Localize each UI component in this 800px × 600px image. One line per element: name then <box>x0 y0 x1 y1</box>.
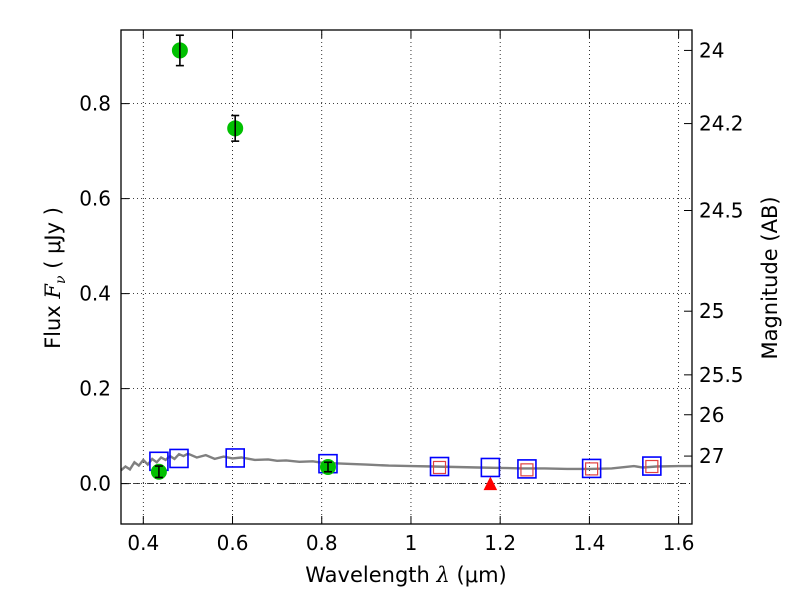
model-sed-curve <box>120 452 692 472</box>
sed-line <box>120 452 692 472</box>
x-axis-label: Wavelength λ (μm) <box>305 563 506 587</box>
x-tick-label: 1 <box>405 531 418 555</box>
model-square <box>429 456 450 477</box>
model-square <box>517 459 537 479</box>
upper-limit-triangle <box>483 476 498 491</box>
y2-tick-label: 26 <box>699 403 724 427</box>
y2-tick-label: 24.5 <box>699 199 744 223</box>
y2-tick-label: 24 <box>699 38 724 62</box>
x-tick-label: 1.6 <box>663 531 695 555</box>
right-axis-label: Magnitude (AB) <box>758 196 782 359</box>
y2-tick-label: 25 <box>699 299 724 323</box>
x-tick-label: 0.4 <box>127 531 159 555</box>
y2-tick-label: 24.2 <box>699 112 744 136</box>
data-markers <box>149 34 662 491</box>
grid <box>121 30 692 524</box>
model-square <box>169 448 189 469</box>
plot-frame <box>120 29 693 525</box>
model-square <box>642 456 662 476</box>
y-tick-label: 0.0 <box>79 472 111 496</box>
y-axis-label: Flux Fν ( μJy ) <box>41 207 69 349</box>
model-square <box>225 448 245 468</box>
x-tick-label: 1.4 <box>573 531 605 555</box>
y-tick-label: 0.2 <box>79 377 111 401</box>
y2-tick-label: 27 <box>699 444 724 468</box>
x-tick-label: 0.6 <box>217 531 249 555</box>
y2-tick-label: 25.5 <box>699 363 744 387</box>
model-square-inner <box>432 460 447 475</box>
y-tick-label: 0.4 <box>79 282 111 306</box>
y-tick-label: 0.6 <box>79 187 111 211</box>
y-tick-label: 0.8 <box>79 92 111 116</box>
axis-ticks: 0.4 0.6 0.8 1 1.2 1.4 1.6 0.0 0.2 0.4 0.6 0.8 24 24.2… <box>79 30 744 555</box>
model-square-inner <box>520 463 534 477</box>
model-square <box>581 458 602 479</box>
x-tick-label: 1.2 <box>484 531 516 555</box>
x-tick-label: 0.8 <box>306 531 338 555</box>
model-square-inner <box>645 459 659 474</box>
model-square-inner <box>585 462 599 476</box>
model-square <box>480 457 501 478</box>
